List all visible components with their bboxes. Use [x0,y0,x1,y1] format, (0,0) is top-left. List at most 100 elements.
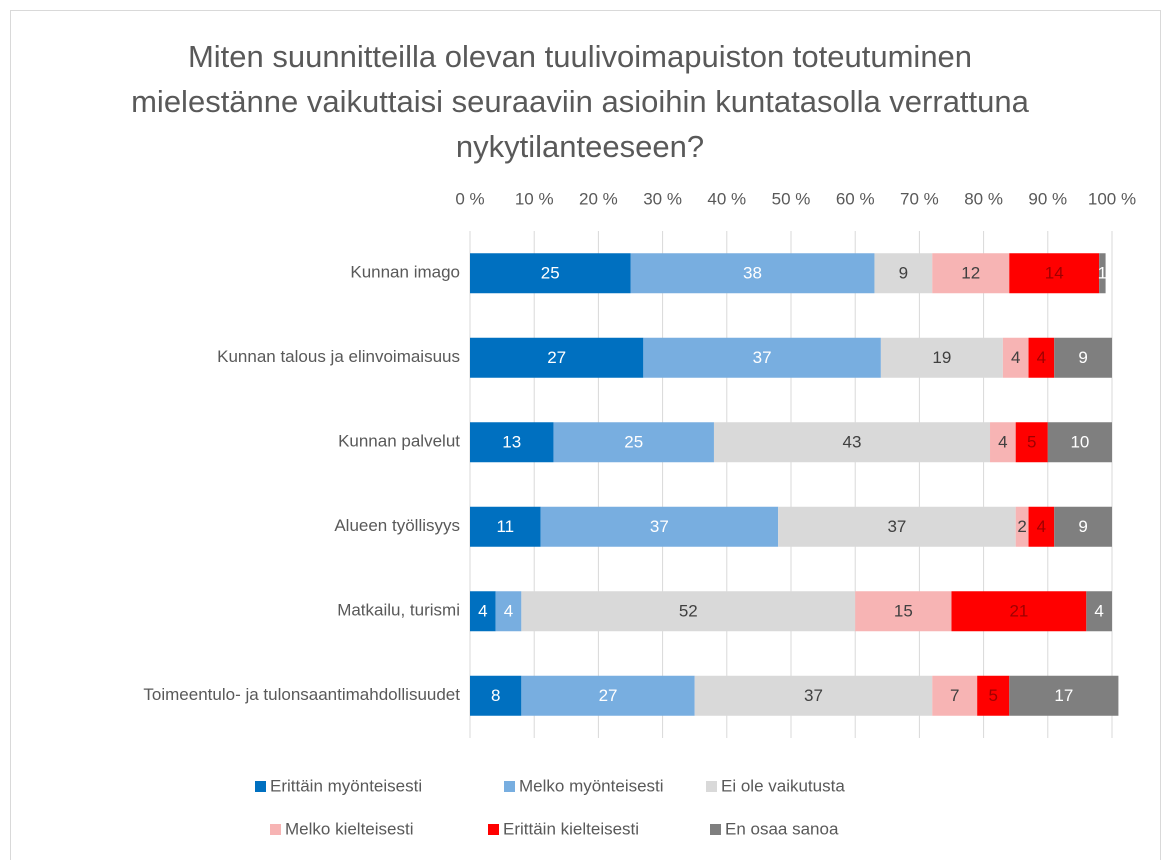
x-tick-label: 50 % [772,189,811,208]
bar-segment [470,253,631,294]
bar-segment [470,591,496,632]
bar-segment [630,253,875,294]
data-label: 1 [1098,264,1107,283]
bar-segment [1086,591,1112,632]
data-label: 27 [547,348,566,367]
bar-segment [521,591,856,632]
bar-segment [1015,506,1029,547]
data-label: 19 [932,348,951,367]
data-label: 52 [679,602,698,621]
bar-segment [1009,253,1100,294]
bar-segment [1009,675,1119,716]
x-tick-label: 10 % [515,189,554,208]
bar-segment [694,675,933,716]
data-label: 7 [950,686,959,705]
bar-segment [977,675,1010,716]
bar-segment [1015,422,1048,463]
bar-segment [932,253,1010,294]
bar-segment [540,506,779,547]
bar-segment [553,422,714,463]
x-tick-label: 100 % [1088,189,1136,208]
bar-segment [990,422,1016,463]
bar-segment [855,591,952,632]
data-label: 12 [961,264,980,283]
legend-label: Melko myönteisesti [519,776,664,795]
legend-swatch [504,781,515,792]
x-tick-label: 30 % [643,189,682,208]
data-label: 9 [1078,348,1087,367]
x-tick-label: 70 % [900,189,939,208]
bar-segment [470,506,541,547]
data-label: 2 [1017,517,1026,536]
data-label: 21 [1009,602,1028,621]
bar-segment [713,422,991,463]
x-tick-label: 60 % [836,189,875,208]
data-label: 4 [998,433,1007,452]
x-tick-label: 90 % [1028,189,1067,208]
bar-segment [1028,506,1055,547]
legend-swatch [270,824,281,835]
y-tick-label: Kunnan imago [350,263,460,282]
chart-title: Miten suunnitteilla olevan tuulivoimapui… [131,39,1029,164]
x-tick-label: 20 % [579,189,618,208]
data-label: 27 [599,686,618,705]
data-label: 25 [624,433,643,452]
y-tick-label: Matkailu, turismi [337,601,460,620]
data-label: 15 [894,602,913,621]
bar-segment [470,675,522,716]
legend-swatch [255,781,266,792]
legend-label: En osaa sanoa [725,819,839,838]
data-label: 11 [496,517,514,536]
bar-segment [470,422,554,463]
bar-segment [1054,506,1112,547]
bar-segment [1047,422,1112,463]
bar-segment [1054,337,1112,378]
data-label: 4 [504,602,513,621]
chart-frame [10,10,1161,860]
data-label: 43 [843,433,862,452]
data-label: 37 [650,517,669,536]
legend-swatch [710,824,721,835]
bar-segment [778,506,1016,547]
bar-segment [495,591,522,632]
data-label: 25 [541,264,560,283]
data-label: 4 [1011,348,1020,367]
bar-segment [1002,337,1029,378]
x-tick-label: 40 % [707,189,746,208]
data-label: 38 [743,264,762,283]
bar-segment [1099,253,1106,294]
legend-label: Melko kielteisesti [285,819,414,838]
bar-segment [521,675,695,716]
data-label: 9 [899,264,908,283]
data-label: 4 [1094,602,1103,621]
bar-segment [874,253,933,294]
data-label: 13 [502,433,521,452]
data-label: 5 [1027,433,1036,452]
legend-label: Erittäin kielteisesti [503,819,639,838]
data-label: 9 [1078,517,1087,536]
y-tick-label: Alueen työllisyys [334,516,460,535]
data-label: 4 [1037,348,1046,367]
data-label: 37 [804,686,823,705]
bar-segment [951,591,1087,632]
data-label: 10 [1070,433,1089,452]
data-label: 37 [887,517,906,536]
legend-swatch [706,781,717,792]
data-label: 14 [1045,264,1064,283]
bar-segment [932,675,978,716]
y-tick-label: Kunnan talous ja elinvoimaisuus [217,347,460,366]
data-label: 8 [491,686,500,705]
legend-swatch [488,824,499,835]
x-tick-label: 0 % [455,189,484,208]
legend-label: Erittäin myönteisesti [270,776,422,795]
legend-label: Ei ole vaikutusta [721,776,845,795]
x-tick-label: 80 % [964,189,1003,208]
bar-segment [1028,337,1055,378]
data-label: 37 [753,348,772,367]
data-label: 4 [478,602,487,621]
y-tick-label: Toimeentulo- ja tulonsaantimahdollisuude… [143,685,460,704]
data-label: 5 [988,686,997,705]
y-tick-label: Kunnan palvelut [338,432,460,451]
